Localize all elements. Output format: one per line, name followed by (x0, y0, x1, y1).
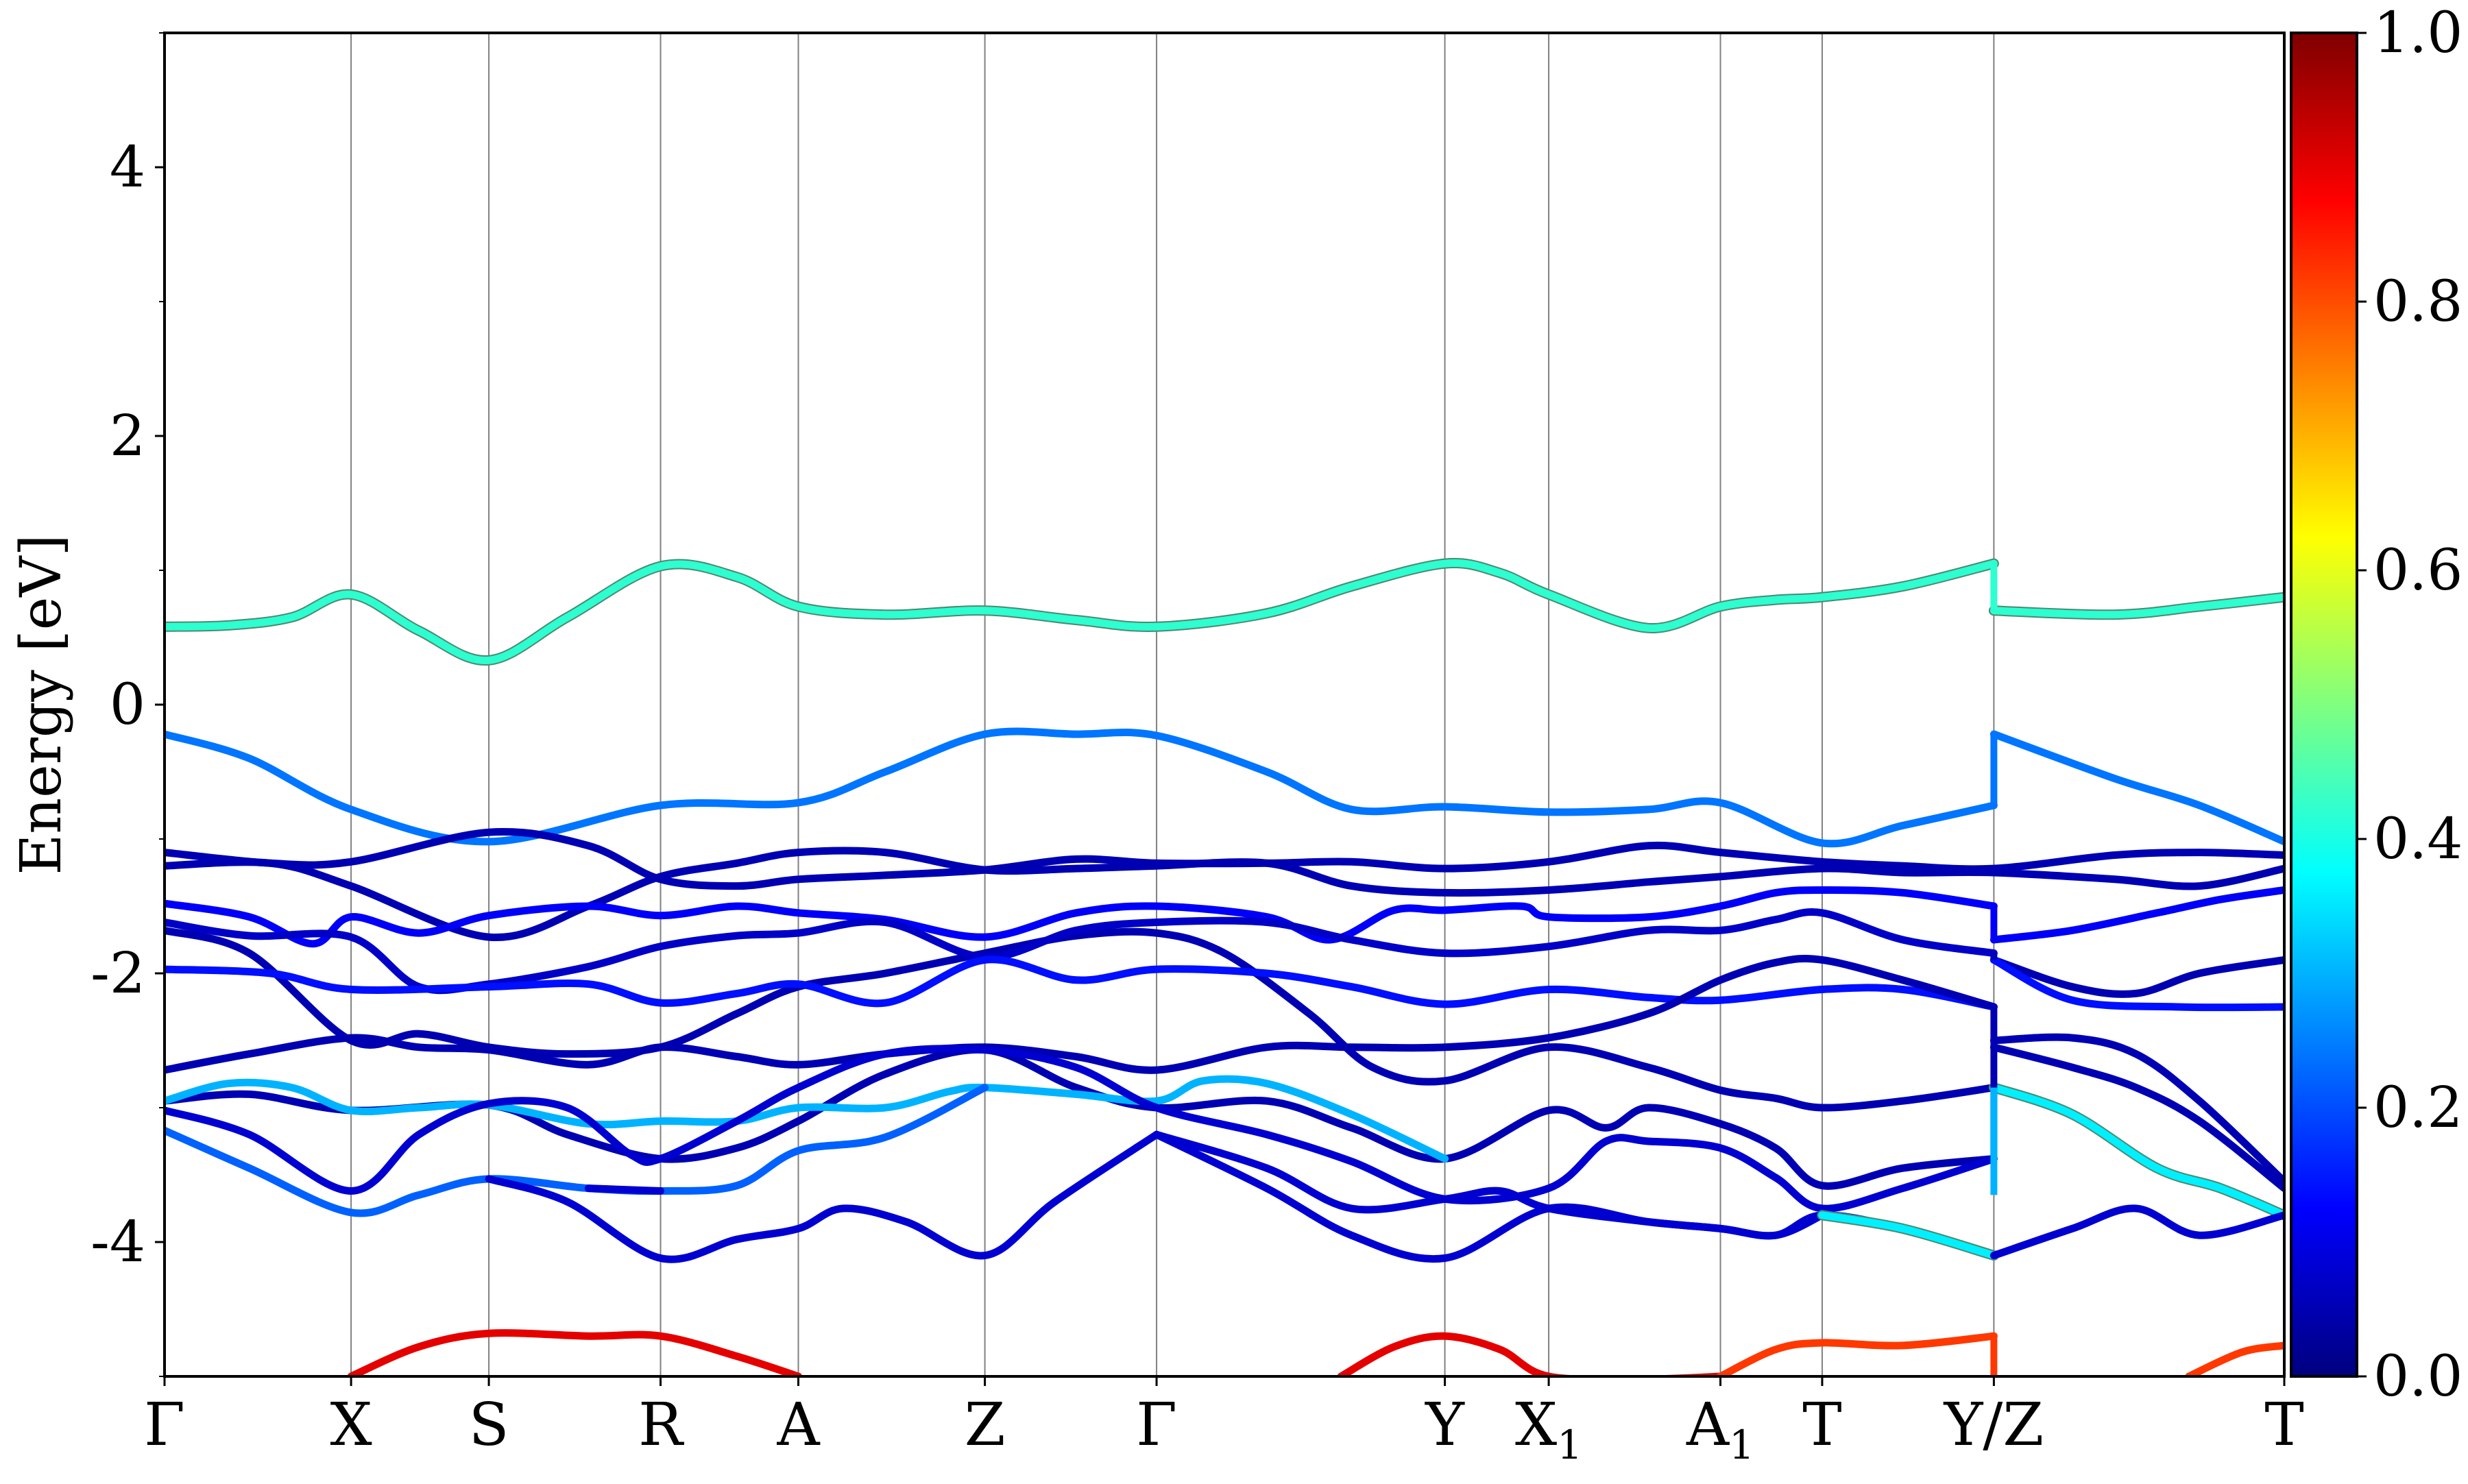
y-tick-label: 4 (110, 135, 145, 200)
y-axis-title: Energy [eV] (9, 534, 74, 875)
y-axis: -4 -2 0 2 4 (90, 32, 165, 1377)
x-axis: Γ X S R A Z Γ Y X1 A1 T Y/Z T (144, 1376, 2304, 1468)
kpoint-label: S (469, 1391, 509, 1459)
kpoint-label: X1 (1515, 1391, 1582, 1468)
band-line (165, 886, 1998, 948)
band-line (347, 1329, 802, 1376)
kpoint-label: Y (1425, 1391, 1465, 1459)
kpoint-subscript: 1 (1729, 1422, 1754, 1468)
band-line (1989, 886, 2284, 944)
y-tick-label: 0 (110, 672, 145, 738)
band-line (1989, 956, 2284, 1012)
plot-frame (163, 32, 2286, 1378)
band-line (485, 1130, 1161, 1263)
band-line (165, 1075, 1449, 1163)
colorbar-tick-label: 0.2 (2373, 1075, 2463, 1141)
band-line (165, 956, 1998, 1011)
band-line (1989, 1204, 2284, 1260)
kpoint-label: R (638, 1391, 684, 1459)
y-tick-label: 2 (110, 404, 145, 469)
band-line (165, 559, 1998, 664)
colorbar-tick-label: 0.8 (2373, 269, 2463, 334)
y-tick-label: -4 (90, 1210, 145, 1275)
colorbar: 0.0 0.2 0.4 0.6 0.8 1.0 (2290, 1, 2463, 1409)
colorbar-tick-label: 1.0 (2373, 1, 2463, 66)
colorbar-gradient (2290, 32, 2358, 1378)
band-line (165, 1045, 1998, 1213)
band-line (1989, 730, 2284, 846)
band-lines (165, 558, 2284, 1376)
colorbar-tick-label: 0.0 (2373, 1344, 2463, 1409)
band-line (1989, 1084, 2284, 1219)
kpoint-label: Y/Z (1944, 1391, 2044, 1459)
y-tick-label: -2 (90, 941, 145, 1006)
band-line (584, 1184, 664, 1195)
band-line (1818, 1211, 1998, 1260)
kpoint-label: A (776, 1391, 820, 1459)
band-line (1989, 593, 2284, 619)
colorbar-tick-label: 0.4 (2373, 807, 2463, 872)
kpoint-label: T (1802, 1391, 1841, 1459)
kpoint-label: T (2264, 1391, 2303, 1459)
kpoint-label: Γ (144, 1391, 185, 1459)
kpoint-label: Z (965, 1391, 1006, 1459)
band-line (2185, 1341, 2284, 1376)
kpoint-label: A1 (1686, 1391, 1754, 1468)
band-line (165, 847, 2284, 942)
band-line (165, 727, 1998, 848)
band-line (1337, 1332, 1724, 1376)
kpoint-label: X (330, 1391, 372, 1459)
band-line (1152, 1130, 1826, 1263)
kpoint-label: Γ (1136, 1391, 1177, 1459)
colorbar-tick-label: 0.6 (2373, 538, 2463, 603)
band-line (1989, 1033, 2284, 1186)
band-line (1989, 956, 2284, 998)
band-line (165, 954, 1998, 1074)
band-line (1989, 1043, 2284, 1193)
band-line (165, 926, 1998, 1112)
band-line (1717, 1332, 1998, 1376)
kpoint-gridlines (350, 33, 1995, 1376)
kpoint-subscript: 1 (1557, 1422, 1582, 1468)
